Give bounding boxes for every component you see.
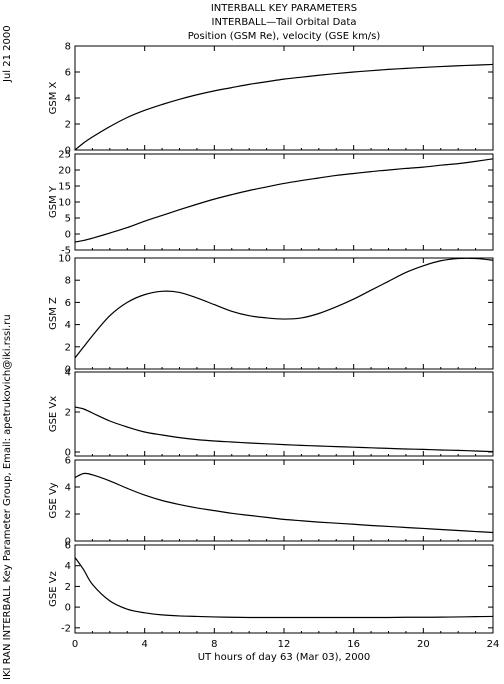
panel-frame	[74, 153, 494, 251]
y-axis-label: GSM Z	[48, 297, 59, 330]
y-tick-label: 8	[65, 276, 71, 287]
series-line	[74, 406, 494, 453]
y-axis-label: GSE Vy	[48, 482, 59, 518]
y-tick-label: 6	[65, 541, 71, 552]
y-tick-label: 6	[65, 456, 71, 467]
y-tick-label: 4	[65, 320, 71, 331]
x-axis-label: UT hours of day 63 (Mar 03), 2000	[198, 652, 371, 663]
y-tick-label: 5	[65, 214, 71, 225]
y-tick-label: -5	[61, 246, 71, 257]
y-tick-label: 2	[65, 120, 71, 131]
y-tick-label: 0	[65, 146, 71, 157]
y-tick-label: 4	[65, 368, 71, 379]
y-tick-label: 0	[65, 603, 71, 614]
y-tick-label: 6	[65, 298, 71, 309]
y-tick-label: 0	[65, 230, 71, 241]
y-tick-label: 2	[65, 408, 71, 419]
y-tick-label: 0	[65, 365, 71, 376]
series-line	[74, 557, 494, 619]
y-axis-label: GSM X	[48, 81, 59, 114]
y-tick-label: 25	[58, 150, 71, 161]
y-tick-label: 4	[65, 483, 71, 494]
y-tick-label: 4	[65, 561, 71, 572]
y-tick-label: 8	[65, 42, 71, 53]
x-tick-label: 24	[487, 639, 500, 650]
series-line	[74, 63, 494, 151]
x-tick-label: 4	[141, 639, 147, 650]
y-tick-label: 2	[65, 510, 71, 521]
y-tick-label: 10	[58, 198, 71, 209]
y-tick-label: 2	[65, 342, 71, 353]
panel-frame	[74, 257, 494, 370]
x-tick-label: 12	[278, 639, 291, 650]
x-tick-label: 0	[72, 639, 78, 650]
y-axis-label: GSE Vx	[48, 396, 59, 432]
y-tick-label: 6	[65, 68, 71, 79]
y-tick-label: 15	[58, 182, 71, 193]
panel-frame	[74, 45, 494, 151]
series-line	[74, 472, 494, 534]
series-line	[74, 158, 494, 243]
panel-frame	[74, 371, 494, 457]
y-tick-label: 0	[65, 537, 71, 548]
chart-subtitle: INTERBALL—Tail Orbital Data	[211, 17, 357, 28]
y-axis-label: GSM Y	[48, 185, 59, 218]
y-tick-label: 20	[58, 166, 71, 177]
series-line	[74, 257, 494, 359]
panel-frame	[74, 544, 494, 634]
y-tick-label: -2	[61, 623, 71, 634]
chart-units-line: Position (GSM Re), velocity (GSE km/s)	[187, 31, 381, 42]
y-tick-label: 4	[65, 94, 71, 105]
y-tick-label: 10	[58, 254, 71, 265]
x-tick-label: 8	[211, 639, 217, 650]
y-axis-label: GSE Vz	[48, 571, 59, 607]
y-tick-label: 0	[65, 448, 71, 459]
x-tick-label: 20	[417, 639, 430, 650]
chart-title: INTERBALL KEY PARAMETERS	[210, 3, 358, 14]
x-tick-label: 16	[347, 639, 360, 650]
y-tick-label: 2	[65, 582, 71, 593]
